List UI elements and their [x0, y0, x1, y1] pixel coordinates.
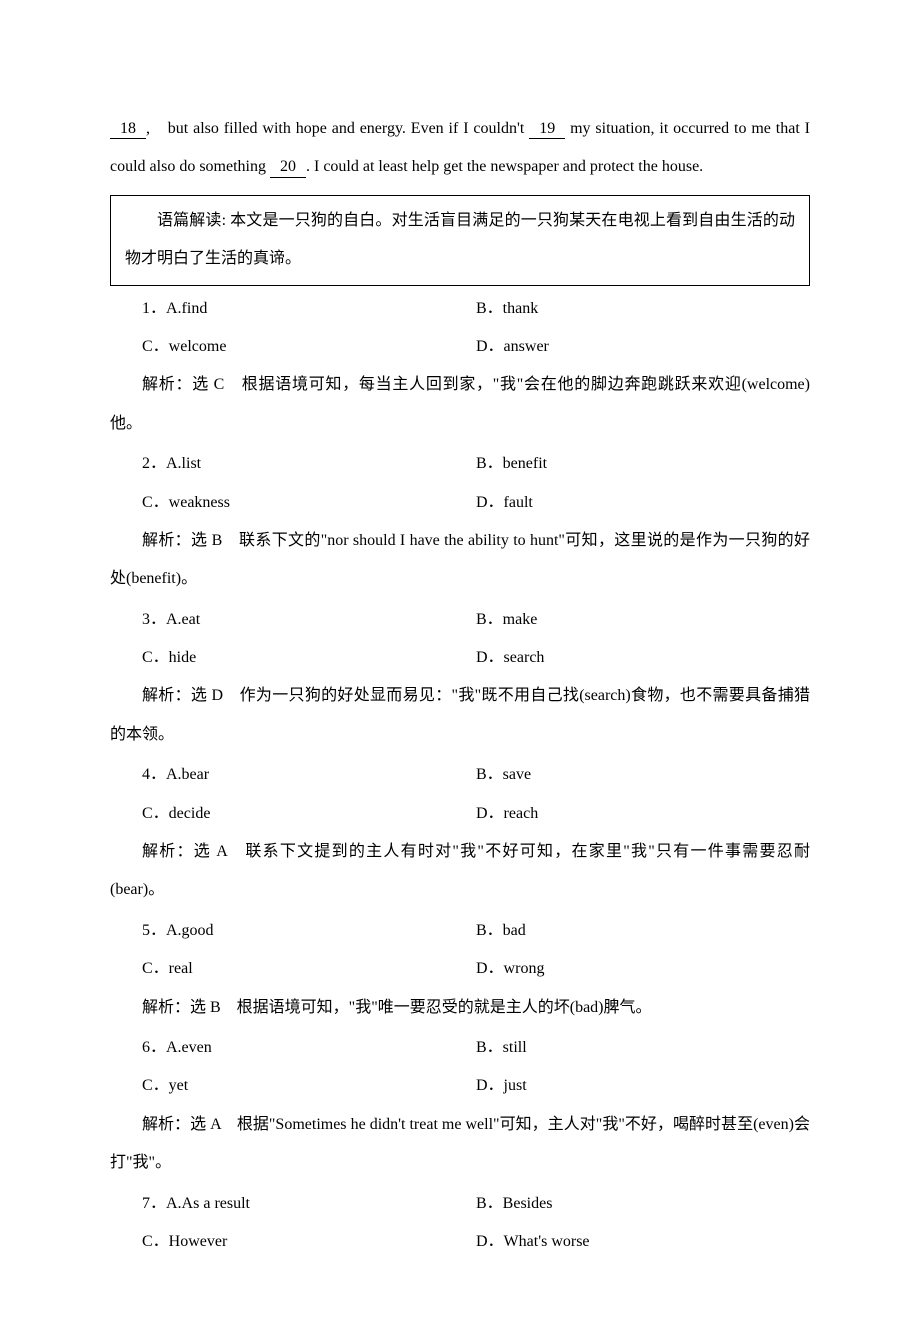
passage-text-1: , but also filled with hope and energy. … — [146, 120, 529, 137]
option-c: C．hide — [142, 639, 476, 677]
option-c: C．real — [142, 950, 476, 988]
option-row: C．HoweverD．What's worse — [110, 1223, 810, 1261]
answer-explanation: 解析：选 D 作为一只狗的好处显而易见："我"既不用自己找(search)食物，… — [110, 677, 810, 754]
option-b: B．save — [476, 756, 810, 794]
option-row: C．yetD．just — [110, 1067, 810, 1105]
option-row: C．decideD．reach — [110, 795, 810, 833]
option-b: B．thank — [476, 290, 810, 328]
option-b: B．bad — [476, 912, 810, 950]
option-b: B．make — [476, 601, 810, 639]
option-row: 5．A.goodB．bad — [110, 912, 810, 950]
option-row: C．realD．wrong — [110, 950, 810, 988]
option-d: D．search — [476, 639, 810, 677]
answer-explanation: 解析：选 C 根据语境可知，每当主人回到家，"我"会在他的脚边奔跑跳跃来欢迎(w… — [110, 366, 810, 443]
question-block: 6．A.evenB．stillC．yetD．just解析：选 A 根据"Some… — [110, 1029, 810, 1183]
option-b: B．still — [476, 1029, 810, 1067]
option-row: 7．A.As a resultB．Besides — [110, 1185, 810, 1223]
option-c: C．yet — [142, 1067, 476, 1105]
answer-explanation: 解析：选 B 联系下文的"nor should I have the abili… — [110, 522, 810, 599]
answer-explanation: 解析：选 A 联系下文提到的主人有时对"我"不好可知，在家里"我"只有一件事需要… — [110, 833, 810, 910]
option-row: 2．A.listB．benefit — [110, 445, 810, 483]
cloze-passage: 18, but also filled with hope and energy… — [110, 110, 810, 187]
reading-summary-text: 语篇解读: 本文是一只狗的自白。对生活盲目满足的一只狗某天在电视上看到自由生活的… — [125, 202, 795, 279]
option-row: C．weaknessD．fault — [110, 484, 810, 522]
option-row: 1．A.findB．thank — [110, 290, 810, 328]
blank-18: 18 — [110, 119, 146, 139]
option-c: C．welcome — [142, 328, 476, 366]
option-row: C．hideD．search — [110, 639, 810, 677]
option-d: D．just — [476, 1067, 810, 1105]
option-a: 7．A.As a result — [142, 1185, 476, 1223]
option-a: 4．A.bear — [142, 756, 476, 794]
question-block: 2．A.listB．benefitC．weaknessD．fault解析：选 B… — [110, 445, 810, 599]
option-d: D．reach — [476, 795, 810, 833]
option-a: 2．A.list — [142, 445, 476, 483]
option-row: C．welcomeD．answer — [110, 328, 810, 366]
option-a: 3．A.eat — [142, 601, 476, 639]
option-a: 6．A.even — [142, 1029, 476, 1067]
option-a: 5．A.good — [142, 912, 476, 950]
question-block: 1．A.findB．thankC．welcomeD．answer解析：选 C 根… — [110, 290, 810, 444]
option-b: B．benefit — [476, 445, 810, 483]
option-d: D．What's worse — [476, 1223, 810, 1261]
passage-text-3: . I could at least help get the newspape… — [306, 158, 703, 175]
blank-19: 19 — [529, 119, 565, 139]
option-d: D．fault — [476, 484, 810, 522]
option-d: D．answer — [476, 328, 810, 366]
option-row: 4．A.bearB．save — [110, 756, 810, 794]
reading-summary-box: 语篇解读: 本文是一只狗的自白。对生活盲目满足的一只狗某天在电视上看到自由生活的… — [110, 195, 810, 286]
blank-20: 20 — [270, 157, 306, 177]
option-row: 6．A.evenB．still — [110, 1029, 810, 1067]
question-block: 5．A.goodB．badC．realD．wrong解析：选 B 根据语境可知，… — [110, 912, 810, 1027]
option-row: 3．A.eatB．make — [110, 601, 810, 639]
answer-explanation: 解析：选 A 根据"Sometimes he didn't treat me w… — [110, 1106, 810, 1183]
option-d: D．wrong — [476, 950, 810, 988]
question-block: 3．A.eatB．makeC．hideD．search解析：选 D 作为一只狗的… — [110, 601, 810, 755]
option-a: 1．A.find — [142, 290, 476, 328]
question-block: 7．A.As a resultB．BesidesC．HoweverD．What'… — [110, 1185, 810, 1262]
option-c: C．However — [142, 1223, 476, 1261]
option-b: B．Besides — [476, 1185, 810, 1223]
question-block: 4．A.bearB．saveC．decideD．reach解析：选 A 联系下文… — [110, 756, 810, 910]
answer-explanation: 解析：选 B 根据语境可知，"我"唯一要忍受的就是主人的坏(bad)脾气。 — [110, 989, 810, 1027]
option-c: C．decide — [142, 795, 476, 833]
option-c: C．weakness — [142, 484, 476, 522]
